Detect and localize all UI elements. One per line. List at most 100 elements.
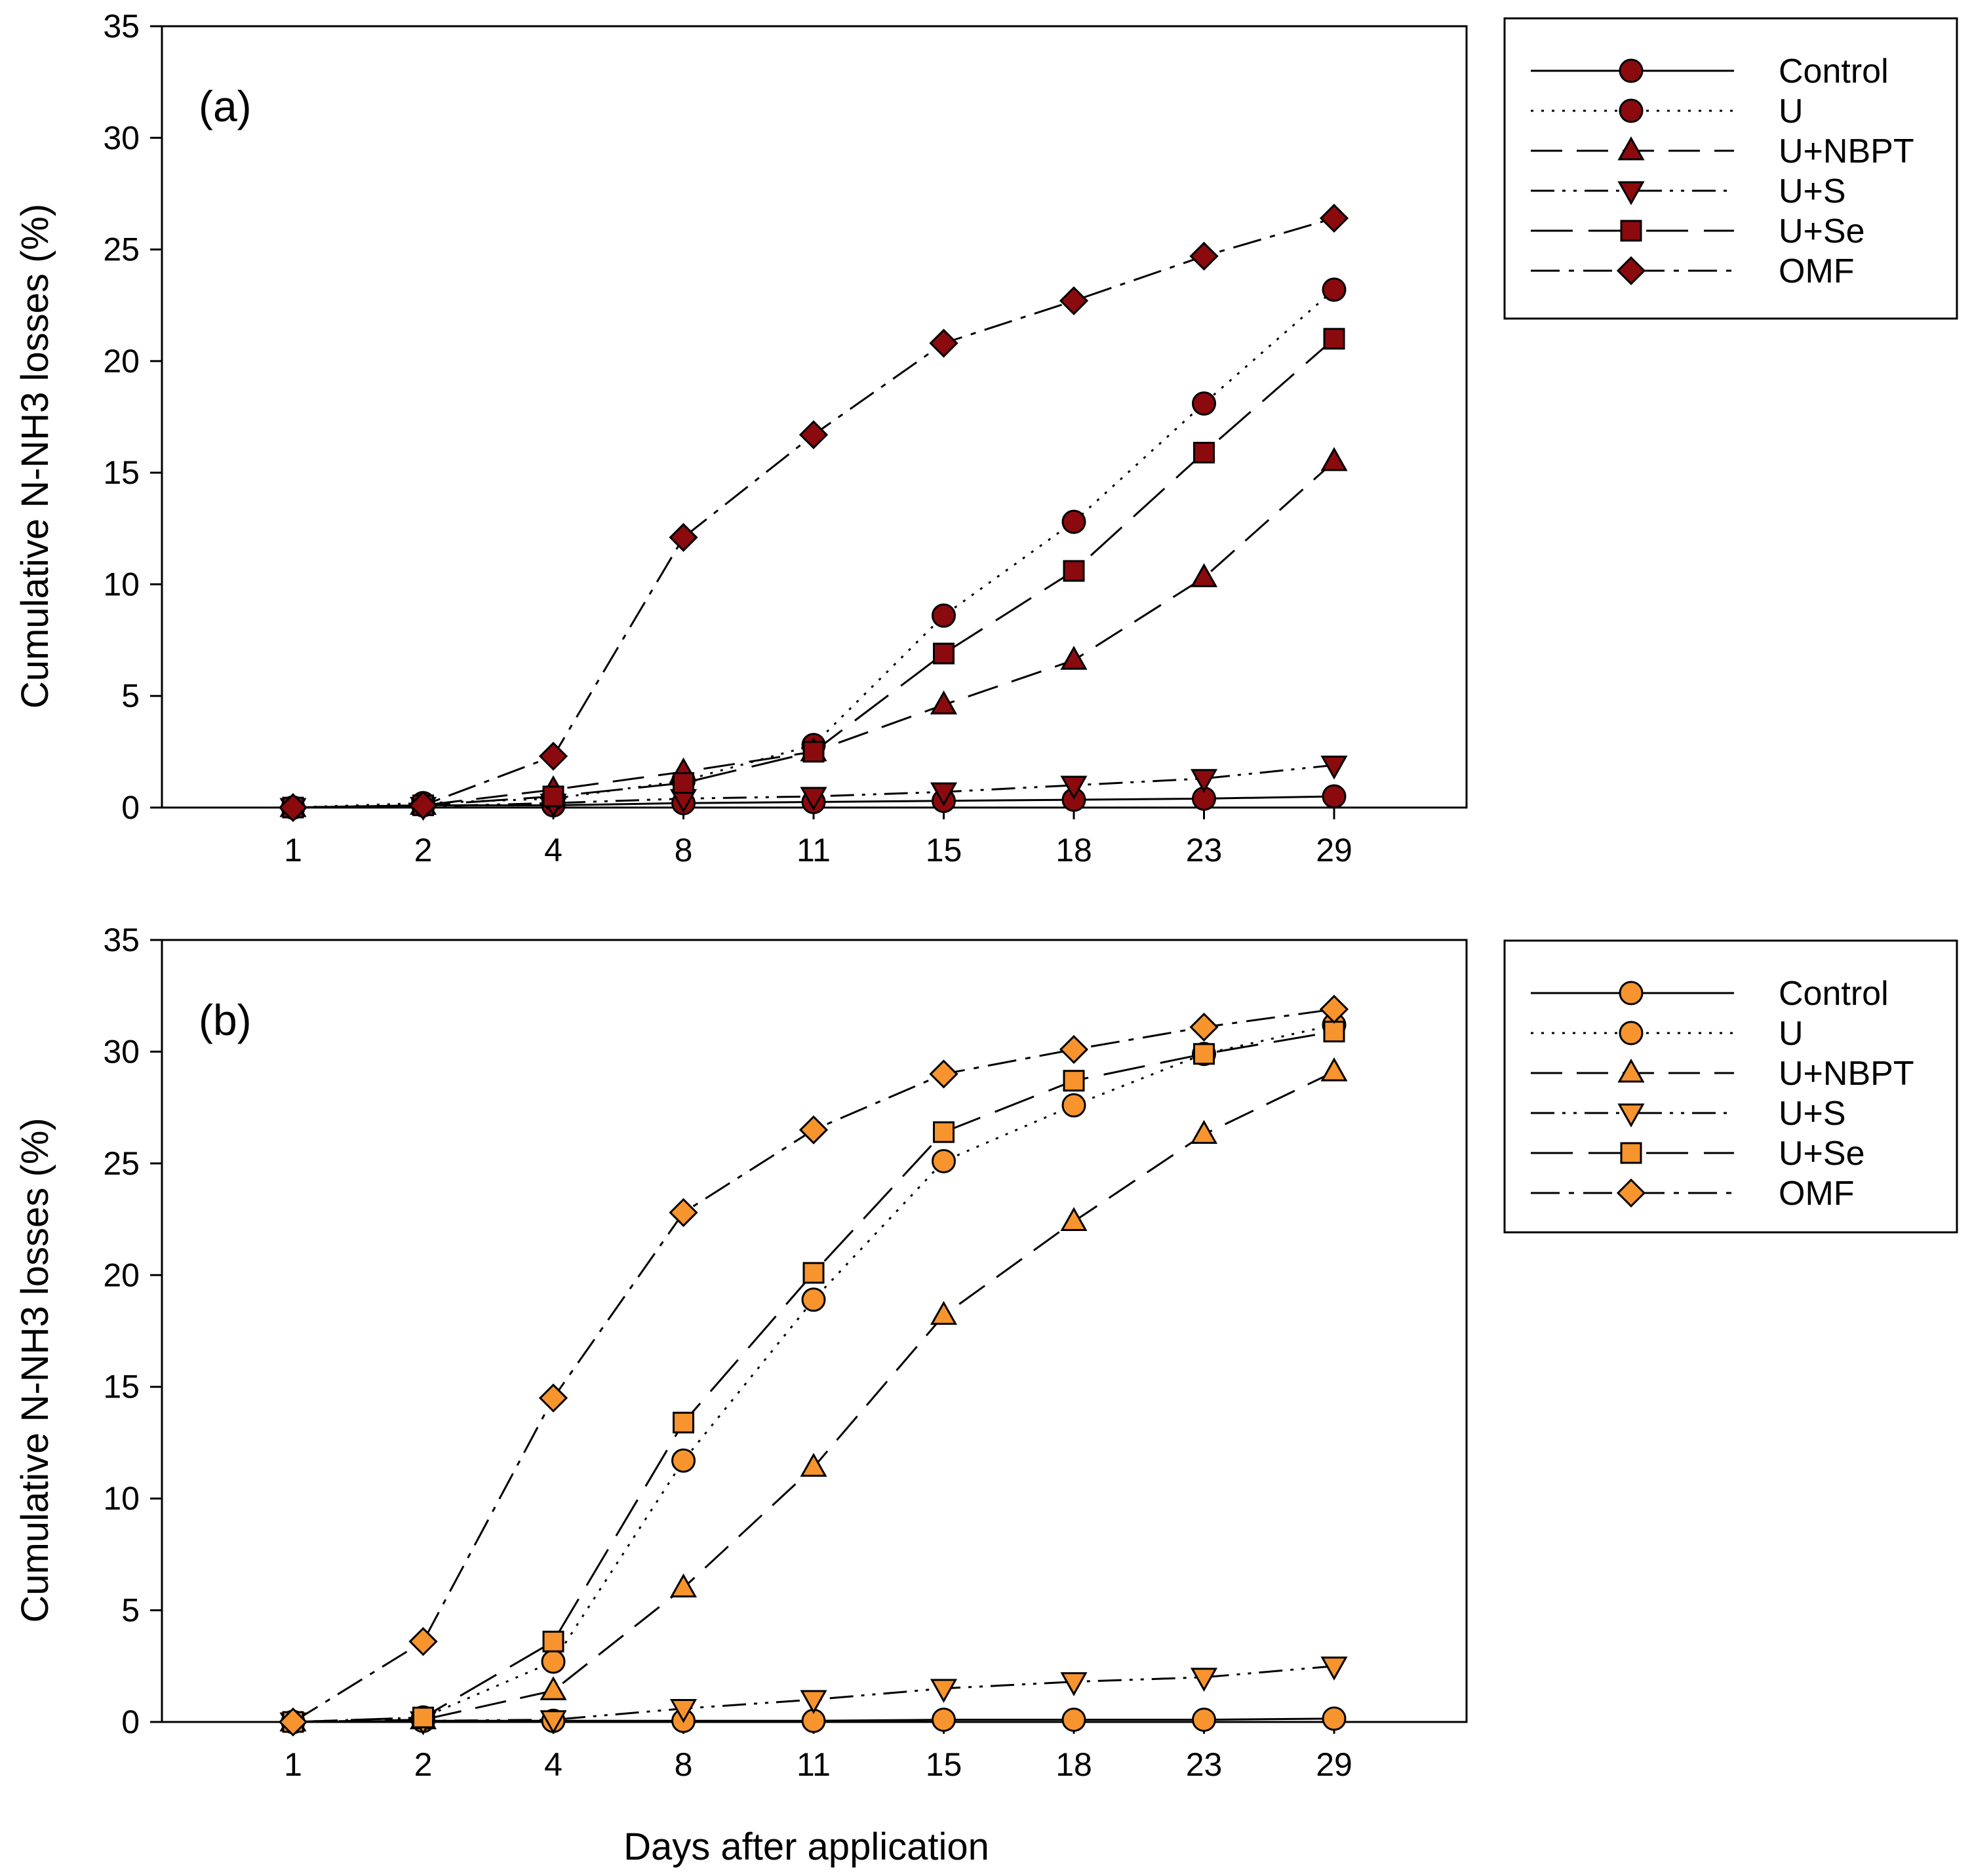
data-point xyxy=(800,1453,827,1477)
data-point xyxy=(933,642,955,665)
data-point xyxy=(669,1699,698,1723)
data-point xyxy=(1189,241,1219,271)
x-tick-label: 15 xyxy=(926,1746,962,1783)
series-markers-omf xyxy=(278,203,1349,823)
series-line xyxy=(292,764,1335,809)
series-markers-u-s xyxy=(279,755,1348,823)
series-line xyxy=(292,1665,1335,1723)
legend-marker xyxy=(1617,1103,1645,1128)
y-tick-label: 10 xyxy=(103,566,140,602)
data-point xyxy=(1060,646,1088,670)
legend-marker xyxy=(1619,981,1644,1006)
legend-label: OMF xyxy=(1779,252,1855,290)
data-point xyxy=(540,1676,567,1700)
panel-label: (b) xyxy=(199,996,252,1044)
data-point xyxy=(1323,1021,1345,1043)
data-point xyxy=(671,1448,696,1473)
series-markers-omf xyxy=(278,994,1349,1737)
y-tick-label: 15 xyxy=(103,1369,140,1405)
series-u-nbpt xyxy=(292,1070,1335,1723)
y-tick-label: 20 xyxy=(103,1257,140,1293)
series-u xyxy=(292,288,1335,809)
data-point xyxy=(1192,1708,1216,1732)
x-tick-label: 8 xyxy=(675,1746,693,1783)
x-tick-label: 11 xyxy=(797,832,831,869)
data-point xyxy=(408,791,438,820)
data-point xyxy=(929,1059,958,1089)
y-tick-label: 10 xyxy=(103,1480,140,1517)
data-point xyxy=(1059,1034,1089,1065)
legend-label: Control xyxy=(1779,52,1889,90)
data-point xyxy=(1189,1012,1219,1042)
legend-item: Control xyxy=(1531,975,1889,1013)
x-tick-label: 1 xyxy=(284,1746,302,1783)
legend-label: Control xyxy=(1779,975,1889,1013)
data-point xyxy=(1320,755,1348,780)
data-point xyxy=(1060,1207,1088,1231)
x-axis: 1 2 4 8 11 15 18 23 29 xyxy=(284,1722,1352,1783)
data-point xyxy=(800,787,827,811)
series-line xyxy=(292,1070,1335,1723)
panel-label: (a) xyxy=(199,82,252,130)
series-u-s xyxy=(292,764,1335,809)
data-point xyxy=(1063,560,1085,582)
data-point xyxy=(1190,563,1218,587)
y-axis: 0 5 10 15 20 25 30 35 xyxy=(103,8,162,826)
legend-label: U+Se xyxy=(1779,212,1865,250)
data-point xyxy=(542,785,564,808)
data-point xyxy=(1320,1057,1348,1082)
legend-item: U+S xyxy=(1531,172,1846,210)
data-point xyxy=(540,1710,567,1734)
x-tick-label: 29 xyxy=(1316,832,1352,869)
x-tick-label: 2 xyxy=(414,1746,433,1783)
legend-item: U+NBPT xyxy=(1531,132,1914,170)
data-point xyxy=(673,1411,694,1434)
data-point xyxy=(1061,1708,1086,1732)
series-line xyxy=(292,288,1335,809)
data-point xyxy=(669,1573,698,1597)
series-omf xyxy=(292,217,1335,809)
y-axis-title: Cumulative N-NH3 losses (%) xyxy=(14,1118,56,1622)
legend-marker xyxy=(1616,256,1646,286)
y-tick-label: 15 xyxy=(103,454,140,491)
x-tick-label: 29 xyxy=(1316,1746,1352,1783)
legend-label: U+NBPT xyxy=(1779,132,1914,170)
series-markers-u-nbpt xyxy=(279,1057,1348,1732)
x-tick-label: 4 xyxy=(544,832,562,869)
data-point xyxy=(538,741,568,771)
x-tick-label: 4 xyxy=(544,1746,562,1783)
legend-marker xyxy=(1617,136,1645,161)
data-point xyxy=(1190,769,1218,793)
legend-label: U xyxy=(1779,92,1804,130)
y-tick-label: 35 xyxy=(103,8,140,45)
data-point xyxy=(933,1121,955,1143)
y-axis: 0 5 10 15 20 25 30 35 xyxy=(103,922,162,1740)
legend-marker xyxy=(1616,1178,1646,1208)
data-point xyxy=(1059,286,1089,316)
x-axis: 1 2 4 8 11 15 18 23 29 xyxy=(284,808,1352,869)
data-point xyxy=(1323,328,1345,350)
data-point xyxy=(801,1287,826,1312)
series-markers-u-se xyxy=(282,328,1345,819)
x-tick-label: 15 xyxy=(926,832,962,869)
data-point xyxy=(1320,447,1348,471)
legend-marker xyxy=(1617,1058,1645,1083)
legend-box xyxy=(1503,939,1958,1234)
y-tick-label: 0 xyxy=(121,789,140,826)
data-point xyxy=(1319,994,1349,1024)
data-point xyxy=(799,420,829,450)
data-point xyxy=(802,1262,825,1284)
legend-marker xyxy=(1620,1142,1642,1164)
y-axis-title: Cumulative N-NH3 losses (%) xyxy=(14,204,56,709)
data-point xyxy=(930,782,958,807)
chart-panel-a: 0 5 10 15 20 25 30 35 1 2 4 8 11 15 18 23 29 Cumulative N… xyxy=(14,8,1958,869)
series-line xyxy=(292,217,1335,809)
data-point xyxy=(278,792,308,823)
data-point xyxy=(1193,1043,1215,1065)
data-point xyxy=(1320,1656,1348,1681)
x-tick-label: 23 xyxy=(1186,832,1223,869)
y-tick-label: 30 xyxy=(103,119,140,156)
data-point xyxy=(1322,784,1347,809)
